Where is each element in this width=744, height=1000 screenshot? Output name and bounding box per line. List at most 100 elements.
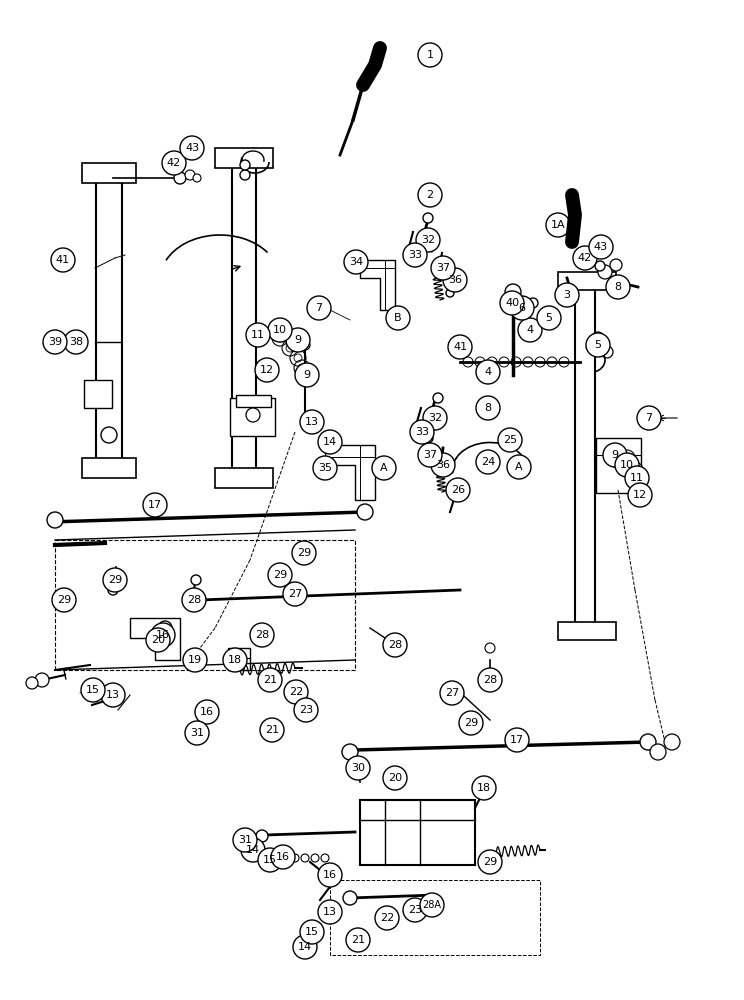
- Circle shape: [183, 648, 207, 672]
- Circle shape: [502, 432, 518, 448]
- Text: B: B: [394, 313, 402, 323]
- Circle shape: [606, 275, 630, 299]
- Text: 38: 38: [69, 337, 83, 347]
- Text: 25: 25: [503, 435, 517, 445]
- Circle shape: [286, 328, 310, 352]
- Circle shape: [35, 673, 49, 687]
- Circle shape: [180, 136, 204, 160]
- Circle shape: [260, 718, 284, 742]
- Circle shape: [537, 306, 561, 330]
- Circle shape: [615, 453, 639, 477]
- Circle shape: [383, 766, 407, 790]
- Circle shape: [241, 838, 265, 862]
- Circle shape: [443, 268, 467, 292]
- Circle shape: [193, 174, 201, 182]
- Circle shape: [598, 265, 612, 279]
- Circle shape: [284, 680, 308, 704]
- Text: 14: 14: [298, 942, 312, 952]
- Text: 4: 4: [527, 325, 533, 335]
- Circle shape: [174, 172, 186, 184]
- Circle shape: [482, 854, 498, 870]
- Circle shape: [610, 452, 626, 468]
- Circle shape: [350, 932, 366, 948]
- Circle shape: [357, 504, 373, 520]
- Bar: [236, 395, 271, 407]
- Circle shape: [346, 928, 370, 952]
- Bar: [228, 648, 250, 670]
- Circle shape: [431, 453, 455, 477]
- Circle shape: [240, 170, 250, 180]
- Circle shape: [476, 780, 492, 796]
- Text: 12: 12: [633, 490, 647, 500]
- Text: 28: 28: [255, 630, 269, 640]
- Text: 29: 29: [297, 548, 311, 558]
- Circle shape: [293, 935, 317, 959]
- Circle shape: [182, 588, 206, 612]
- Text: 31: 31: [238, 835, 252, 845]
- Bar: [84, 380, 112, 408]
- Circle shape: [346, 756, 370, 780]
- Circle shape: [254, 627, 270, 643]
- Circle shape: [292, 541, 316, 565]
- Text: 42: 42: [578, 253, 592, 263]
- Text: 16: 16: [156, 630, 170, 640]
- Text: 22: 22: [380, 913, 394, 923]
- Circle shape: [664, 734, 680, 750]
- Bar: [82, 458, 136, 478]
- Text: 5: 5: [594, 340, 601, 350]
- Circle shape: [423, 433, 433, 443]
- Text: 13: 13: [305, 417, 319, 427]
- Circle shape: [245, 842, 261, 858]
- Text: 28: 28: [388, 640, 402, 650]
- Circle shape: [625, 466, 649, 490]
- Circle shape: [322, 867, 338, 883]
- Text: 24: 24: [481, 457, 495, 467]
- Circle shape: [431, 256, 455, 280]
- Polygon shape: [325, 445, 375, 500]
- Circle shape: [485, 643, 495, 653]
- Text: 14: 14: [246, 845, 260, 855]
- Circle shape: [256, 830, 268, 842]
- Circle shape: [505, 284, 521, 300]
- Circle shape: [386, 306, 410, 330]
- Circle shape: [482, 672, 498, 688]
- Text: 43: 43: [185, 143, 199, 153]
- Circle shape: [258, 848, 282, 872]
- Bar: [232, 155, 256, 470]
- Circle shape: [476, 396, 500, 420]
- Text: 10: 10: [273, 325, 287, 335]
- Circle shape: [307, 296, 331, 320]
- Text: 26: 26: [451, 485, 465, 495]
- Text: 2: 2: [426, 190, 434, 200]
- Circle shape: [507, 455, 531, 479]
- Circle shape: [420, 893, 444, 917]
- Circle shape: [313, 456, 337, 480]
- Text: 23: 23: [299, 705, 313, 715]
- Circle shape: [81, 678, 105, 702]
- Circle shape: [510, 296, 534, 320]
- Text: 27: 27: [445, 688, 459, 698]
- Text: 35: 35: [318, 463, 332, 473]
- Circle shape: [440, 681, 464, 705]
- Circle shape: [528, 298, 538, 308]
- Circle shape: [318, 430, 342, 454]
- Polygon shape: [130, 618, 180, 660]
- Circle shape: [628, 483, 652, 507]
- Text: 28A: 28A: [423, 900, 441, 910]
- Circle shape: [416, 228, 440, 252]
- Text: 29: 29: [464, 718, 478, 728]
- Circle shape: [162, 151, 186, 175]
- Text: 21: 21: [351, 935, 365, 945]
- Text: 28: 28: [483, 675, 497, 685]
- Bar: [360, 800, 475, 865]
- Bar: [55, 540, 355, 670]
- Circle shape: [52, 588, 76, 612]
- Circle shape: [375, 906, 399, 930]
- Circle shape: [410, 420, 434, 444]
- Circle shape: [444, 685, 460, 701]
- Circle shape: [191, 575, 201, 585]
- Text: 29: 29: [57, 595, 71, 605]
- Circle shape: [650, 744, 666, 760]
- Circle shape: [586, 333, 610, 357]
- Circle shape: [372, 456, 396, 480]
